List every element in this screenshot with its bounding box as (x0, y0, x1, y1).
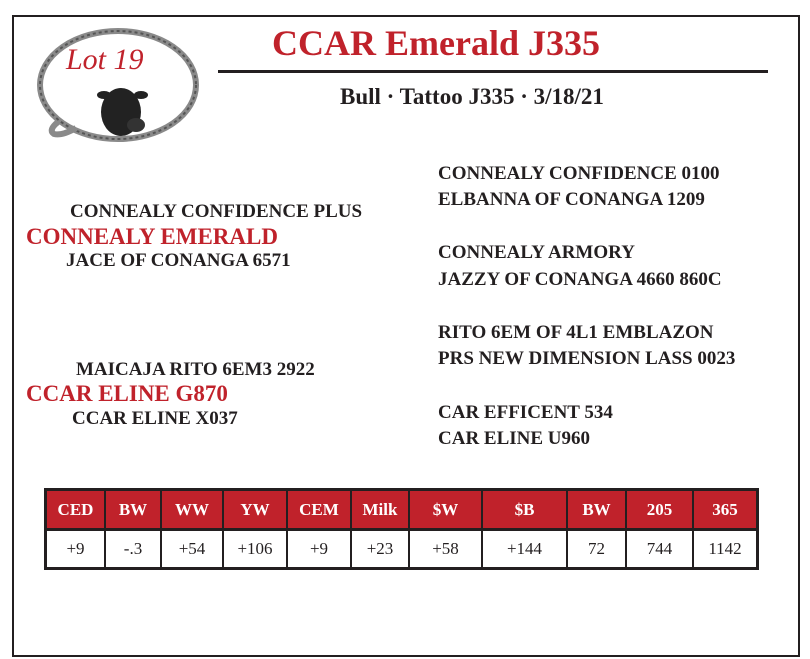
col-header: 365 (692, 488, 759, 531)
grandparent: ELBANNA OF CONANGA 1209 (438, 189, 705, 210)
sire-dam: JACE OF CONANGA 6571 (66, 250, 291, 271)
table-row: +9 -.3 +54 +106 +9 +23 +58 +144 72 744 1… (44, 528, 759, 570)
grandparent: CONNEALY ARMORY (438, 242, 635, 263)
grandparent: CAR ELINE U960 (438, 428, 591, 449)
sire-sire: CONNEALY CONFIDENCE PLUS (70, 201, 363, 222)
col-header: $B (481, 488, 568, 531)
lot-logo: Lot 19 (36, 27, 201, 150)
col-header: CED (44, 488, 106, 531)
cell: +9 (286, 528, 352, 570)
grandparent: JAZZY OF CONANGA 4660 860C (438, 269, 722, 290)
col-header: BW (104, 488, 162, 531)
bull-head-icon (97, 88, 148, 136)
col-header: $W (408, 488, 483, 531)
cell: +144 (481, 528, 568, 570)
col-header: BW (566, 488, 627, 531)
col-header: YW (222, 488, 288, 531)
cell: +23 (350, 528, 410, 570)
page-border (12, 15, 800, 657)
col-header: WW (160, 488, 224, 531)
grandparent: CONNEALY CONFIDENCE 0100 (438, 163, 720, 184)
rope-oval-icon (37, 28, 199, 142)
cell: +54 (160, 528, 224, 570)
col-header: CEM (286, 488, 352, 531)
page-title: CCAR Emerald J335 (272, 23, 600, 63)
table-header-row: CED BW WW YW CEM Milk $W $B BW 205 365 (44, 488, 759, 531)
dam-name: CCAR ELINE G870 (26, 381, 228, 406)
cell: +106 (222, 528, 288, 570)
cell: -.3 (104, 528, 162, 570)
col-header: Milk (350, 488, 410, 531)
epd-table: CED BW WW YW CEM Milk $W $B BW 205 365 +… (44, 488, 759, 570)
cell: +9 (44, 528, 106, 570)
grandparent: PRS NEW DIMENSION LASS 0023 (438, 348, 736, 369)
cell: 72 (566, 528, 627, 570)
cell: 1142 (692, 528, 759, 570)
cell: 744 (625, 528, 694, 570)
cell: +58 (408, 528, 483, 570)
dam-sire: MAICAJA RITO 6EM3 2922 (76, 359, 315, 380)
lot-number: Lot 19 (66, 43, 144, 76)
grandparent: CAR EFFICENT 534 (438, 402, 613, 423)
col-header: 205 (625, 488, 694, 531)
dam-dam: CCAR ELINE X037 (72, 408, 238, 429)
sire-name: CONNEALY EMERALD (26, 224, 278, 249)
title-divider (218, 70, 768, 73)
grandparent: RITO 6EM OF 4L1 EMBLAZON (438, 322, 714, 343)
subtitle: Bull · Tattoo J335 · 3/18/21 (340, 84, 604, 109)
